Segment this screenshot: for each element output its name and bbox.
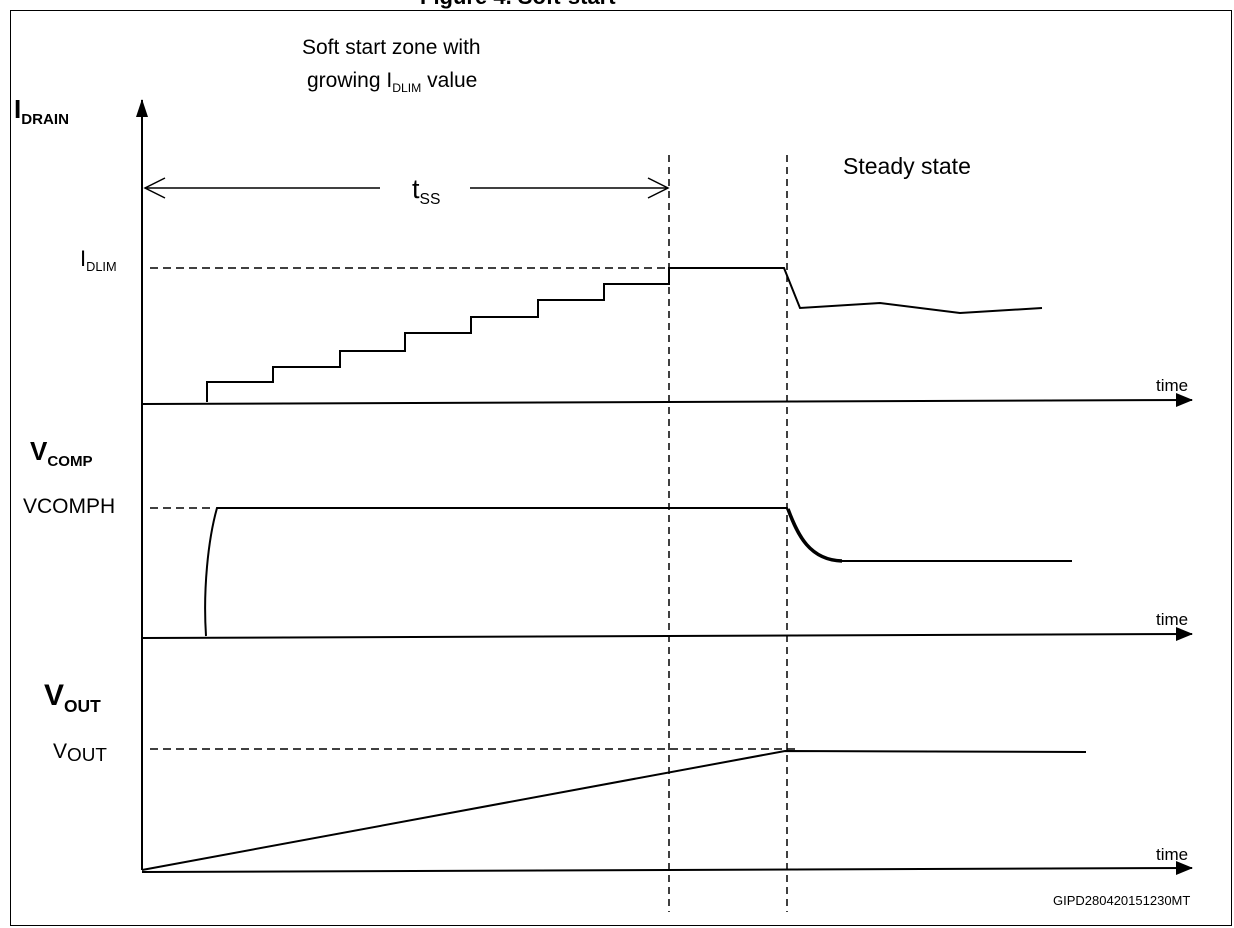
idrain-time-axis [141, 399, 1193, 405]
soft-start-note-line1: Soft start zone with [302, 36, 481, 59]
vout-title-main: V [44, 679, 65, 712]
idrain-axis-arrowhead [136, 99, 148, 117]
soft-start-note-line2: growing IDLIM value [307, 69, 478, 94]
vout-time-arrowhead [1176, 861, 1193, 875]
vout-title: VOUT [44, 679, 101, 715]
tss-arrow-right-head [647, 177, 670, 199]
vout-waveform [141, 749, 1087, 871]
idrain-waveform [206, 267, 1043, 402]
diagram-frame [10, 10, 1232, 926]
idrain-title-main: I [14, 94, 22, 124]
idlim-label: IDLIM [80, 246, 117, 273]
vout-title-sub: OUT [64, 695, 101, 716]
figure-id: GIPD280420151230MT [1053, 893, 1191, 908]
vcomp-title: VCOMP [30, 436, 93, 469]
idrain-time-label: time [1156, 376, 1189, 395]
tss-label-sub: SS [419, 190, 441, 208]
idlim-label-sub: DLIM [86, 258, 117, 274]
tss-label: tSS [412, 174, 440, 208]
vcomp-title-main: V [30, 436, 48, 466]
vcomp-waveform [204, 507, 1072, 637]
soft-start-note-prefix: growing I [307, 69, 393, 92]
soft-start-note-sub: DLIM [392, 80, 422, 95]
vout-time-label: time [1156, 845, 1189, 864]
vcomph-label-sub: COMPH [37, 495, 116, 518]
soft-start-note-suffix: value [421, 69, 478, 92]
vcomp-decay-emphasis [786, 508, 843, 563]
vcomph-label: VCOMPH [23, 496, 115, 517]
vcomp-title-sub: COMP [47, 452, 93, 470]
idlim-label-main: I [80, 246, 87, 271]
vout-time-axis [141, 867, 1193, 873]
vcomp-time-label: time [1156, 610, 1189, 629]
tss-label-main: t [412, 174, 420, 204]
vout-level-sub: OUT [67, 745, 107, 767]
idrain-title: IDRAIN [14, 94, 69, 127]
vcomp-time-arrowhead [1176, 627, 1193, 641]
vout-level-main: V [53, 740, 68, 763]
vcomp-time-axis [141, 633, 1193, 639]
vcomph-label-main: V [23, 495, 38, 518]
idrain-title-sub: DRAIN [21, 110, 69, 128]
figure-header: Figure 4. Soft-start [420, 0, 616, 8]
vout-level-label: VOUT [53, 740, 107, 767]
steady-state-label: Steady state [843, 153, 971, 179]
tss-arrow-left-head [143, 177, 166, 199]
idrain-time-arrowhead [1176, 393, 1193, 407]
